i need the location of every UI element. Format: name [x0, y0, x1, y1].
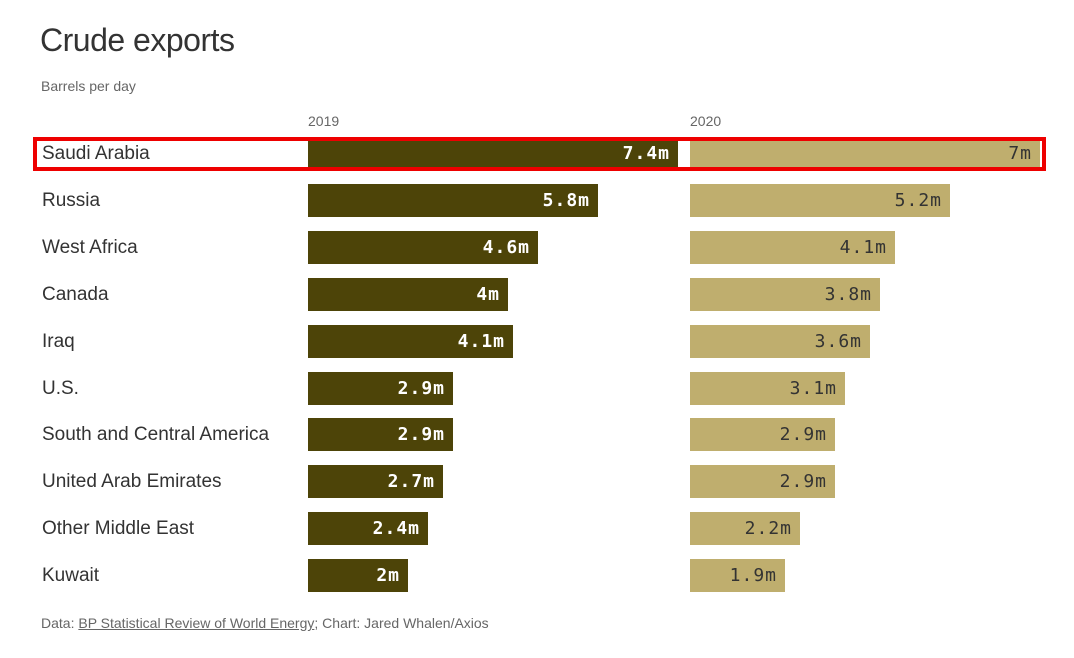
bar-2020: 3.8m — [690, 277, 880, 311]
data-label: 2.7m — [387, 471, 435, 493]
data-label: 2.9m — [779, 471, 827, 493]
category-label: Kuwait — [42, 565, 100, 587]
data-label: 3.1m — [789, 377, 837, 399]
data-label: 7m — [1008, 143, 1032, 164]
bar-2020: 3.1m — [690, 371, 845, 405]
chart-title: Crude exports — [40, 22, 235, 58]
category-label: Saudi Arabia — [42, 143, 150, 164]
category-label: Iraq — [42, 330, 75, 352]
data-label: 5.2m — [894, 189, 942, 211]
data-label: 4m — [476, 283, 500, 305]
footer-prefix: Data: — [41, 615, 79, 631]
data-label: 2.9m — [397, 424, 445, 446]
data-label: 4.6m — [482, 236, 530, 258]
category-label: South and Central America — [42, 424, 270, 446]
data-label: 5.8m — [542, 189, 590, 211]
category-label: Other Middle East — [42, 518, 195, 540]
chart-subtitle: Barrels per day — [41, 78, 136, 94]
bar-2020: 2.9m — [690, 465, 835, 499]
category-label: West Africa — [42, 236, 138, 258]
bar-2020: 2.2m — [690, 512, 800, 546]
bar-2019: 5.8m — [308, 183, 598, 217]
bar-2020: 5.2m — [690, 183, 950, 217]
data-label: 4.1m — [457, 330, 505, 352]
data-label: 2.4m — [372, 518, 420, 540]
bar-2020: 1.9m — [690, 559, 785, 593]
series-label-2020: 2020 — [690, 113, 722, 129]
category-label: Canada — [42, 283, 109, 305]
series-label-2019: 2019 — [308, 113, 340, 129]
bar-2019: 7.4m — [308, 137, 678, 170]
source-link[interactable]: BP Statistical Review of World Energy — [78, 615, 315, 631]
bar-2019: 4.6m — [308, 230, 538, 264]
data-label: 3.8m — [824, 283, 872, 305]
footer-suffix: ; Chart: Jared Whalen/Axios — [314, 615, 489, 631]
data-label: 1.9m — [729, 565, 777, 587]
data-label: 2.9m — [779, 424, 827, 446]
bar-2020: 2.9m — [690, 418, 835, 452]
bar-2020: 4.1m — [690, 230, 895, 264]
bar-2020: 3.6m — [690, 324, 870, 358]
data-label: 4.1m — [839, 236, 887, 258]
bar-2019: 2m — [308, 559, 408, 593]
data-label: 7.4m — [622, 143, 670, 164]
bar-2019: 2.9m — [308, 371, 453, 405]
bar-2019: 4m — [308, 277, 508, 311]
category-label: Russia — [42, 189, 101, 211]
bar-2019: 2.9m — [308, 418, 453, 452]
bar-2019: 4.1m — [308, 324, 513, 358]
bar-2019: 2.7m — [308, 465, 443, 499]
category-label: U.S. — [42, 377, 79, 399]
data-label: 3.6m — [814, 330, 862, 352]
category-label: United Arab Emirates — [42, 471, 222, 493]
data-label: 2.2m — [744, 518, 792, 540]
data-label: 2m — [376, 565, 400, 587]
bar-2020: 7m — [690, 137, 1040, 170]
bar-2019: 2.4m — [308, 512, 428, 546]
chart-footer: Data: BP Statistical Review of World Ene… — [41, 615, 489, 631]
data-label: 2.9m — [397, 377, 445, 399]
